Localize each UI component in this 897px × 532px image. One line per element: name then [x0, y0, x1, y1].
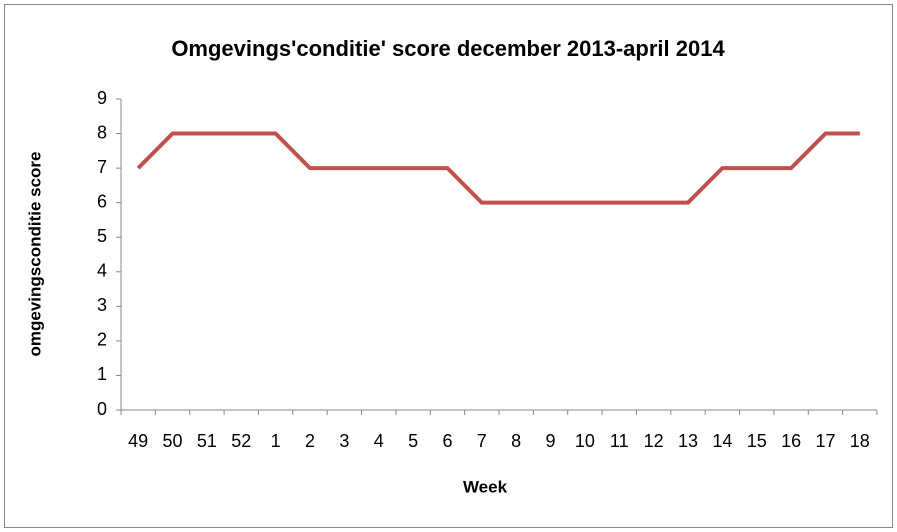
y-tick-label: 8 [97, 122, 107, 142]
y-tick-label: 0 [97, 399, 107, 419]
x-tick-label: 1 [271, 431, 281, 451]
x-tick-label: 51 [197, 431, 217, 451]
y-tick-label: 9 [97, 88, 107, 108]
x-tick-label: 4 [374, 431, 384, 451]
y-tick-label: 5 [97, 226, 107, 246]
x-tick-label: 7 [477, 431, 487, 451]
x-tick-label: 52 [231, 431, 251, 451]
x-tick-label: 2 [305, 431, 315, 451]
chart-title: Omgevings'conditie' score december 2013-… [171, 36, 725, 61]
y-tick-label: 1 [97, 364, 107, 384]
x-tick-label: 14 [712, 431, 732, 451]
y-tick-label: 6 [97, 191, 107, 211]
y-tick-label: 4 [97, 261, 107, 281]
x-tick-label: 5 [408, 431, 418, 451]
y-tick-label: 3 [97, 295, 107, 315]
chart-border [4, 4, 893, 528]
x-tick-label: 11 [610, 431, 629, 451]
x-tick-label: 15 [747, 431, 767, 451]
x-tick-label: 18 [850, 431, 870, 451]
x-tick-label: 6 [442, 431, 452, 451]
x-tick-label: 12 [644, 431, 664, 451]
x-tick-label: 13 [678, 431, 698, 451]
x-tick-label: 9 [546, 431, 556, 451]
x-axis-title: Week [463, 477, 508, 496]
x-tick-label: 50 [163, 431, 183, 451]
x-tick-label: 49 [128, 431, 148, 451]
x-tick-label: 17 [815, 431, 835, 451]
x-tick-label: 8 [511, 431, 521, 451]
x-tick-label: 10 [575, 431, 595, 451]
data-line [136, 131, 860, 205]
y-tick-label: 2 [97, 330, 107, 350]
y-tick-label: 7 [97, 157, 107, 177]
y-axis-title: omgevingsconditie score [25, 152, 44, 357]
x-tick-label: 16 [781, 431, 801, 451]
x-tick-label: 3 [339, 431, 349, 451]
